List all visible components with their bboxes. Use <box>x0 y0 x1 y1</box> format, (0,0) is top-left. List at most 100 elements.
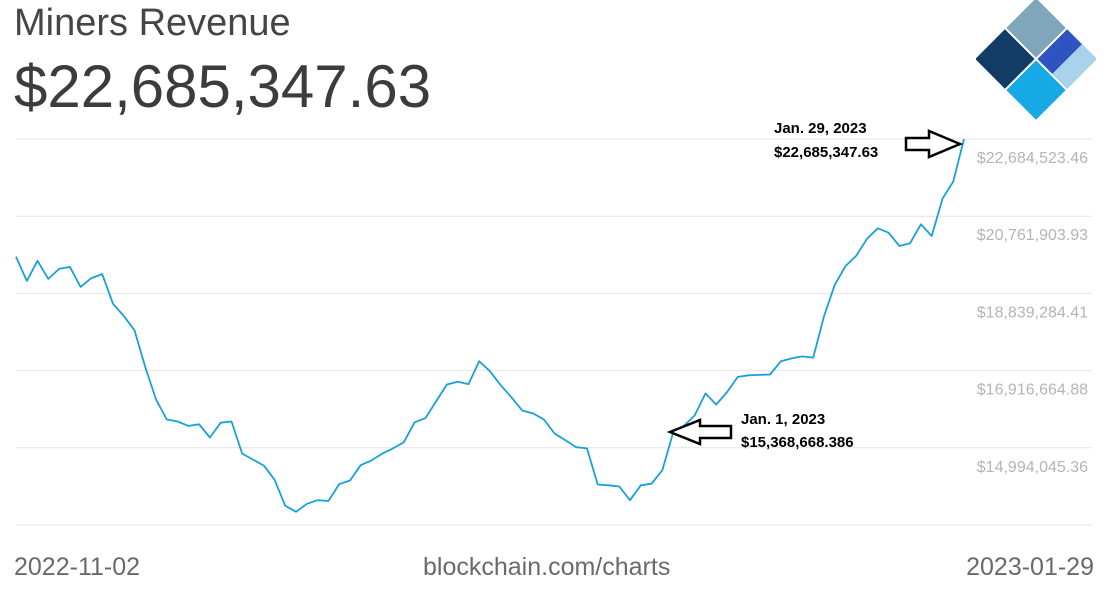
data-point <box>424 417 426 419</box>
annotation-date: Jan. 1, 2023 <box>741 411 825 428</box>
data-point <box>360 464 362 466</box>
data-point <box>597 484 599 486</box>
y-axis-ticks: $22,684,523.46 $20,761,903.93 $18,839,284.… <box>977 150 1088 476</box>
y-tick-label: $16,916,664.88 <box>977 382 1088 399</box>
data-point <box>371 459 373 461</box>
data-point <box>274 479 276 481</box>
data-point <box>155 398 157 400</box>
data-point <box>241 453 243 455</box>
annotation-value: $15,368,668.386 <box>741 434 854 451</box>
data-point <box>198 423 200 425</box>
data-point <box>187 425 189 427</box>
data-point <box>575 446 577 448</box>
data-point <box>69 266 71 268</box>
data-point <box>468 383 470 385</box>
data-point <box>511 396 513 398</box>
y-tick-label: $18,839,284.41 <box>977 304 1088 321</box>
data-point <box>317 499 319 501</box>
page-title: Miners Revenue <box>14 2 291 44</box>
data-point <box>414 421 416 423</box>
annotation-value: $22,685,347.63 <box>774 144 878 161</box>
data-point <box>284 505 286 507</box>
data-point <box>564 439 566 441</box>
data-point <box>715 404 717 406</box>
data-point <box>446 384 448 386</box>
data-point <box>327 500 329 502</box>
data-point <box>651 483 653 485</box>
data-point <box>629 499 631 501</box>
data-point <box>166 419 168 421</box>
data-point <box>640 484 642 486</box>
chart-grid <box>16 138 1092 526</box>
data-point <box>758 374 760 376</box>
data-point <box>101 273 103 275</box>
data-point <box>403 441 405 443</box>
data-point <box>295 511 297 513</box>
y-tick-label: $20,761,903.93 <box>977 227 1088 244</box>
data-point <box>489 370 491 372</box>
annotation-date: Jan. 29, 2023 <box>774 120 867 137</box>
data-point <box>26 280 28 282</box>
logo-tile-right <box>1052 44 1096 89</box>
blockchain-logo-icon <box>976 0 1096 120</box>
data-point <box>694 414 696 416</box>
data-point <box>952 181 954 183</box>
data-point <box>47 278 49 280</box>
data-point <box>306 503 308 505</box>
data-point <box>931 235 933 237</box>
data-point <box>705 392 707 394</box>
data-point <box>608 484 610 486</box>
data-point <box>554 433 556 435</box>
data-point <box>220 422 222 424</box>
series-line <box>15 138 965 513</box>
data-point <box>338 483 340 485</box>
data-point <box>252 459 254 461</box>
data-point <box>58 268 60 270</box>
data-point <box>942 198 944 200</box>
data-point <box>834 284 836 286</box>
data-point <box>532 412 534 414</box>
data-point <box>15 256 17 258</box>
data-point <box>791 357 793 359</box>
arrow-left-icon <box>666 418 733 446</box>
data-point <box>500 384 502 386</box>
data-point <box>748 374 750 376</box>
data-point <box>898 245 900 247</box>
data-point <box>134 329 136 331</box>
data-point <box>726 391 728 393</box>
data-point <box>888 232 890 234</box>
data-point <box>457 381 459 383</box>
data-point <box>618 486 620 488</box>
data-point <box>392 447 394 449</box>
data-point <box>855 255 857 257</box>
data-point <box>123 315 125 317</box>
data-point <box>877 227 879 229</box>
x-axis-end-label: 2023-01-29 <box>966 553 1094 581</box>
data-point <box>823 315 825 317</box>
data-point <box>177 421 179 423</box>
data-point <box>920 223 922 225</box>
data-point <box>845 265 847 267</box>
y-tick-label: $14,994,045.36 <box>977 459 1088 476</box>
data-point <box>435 400 437 402</box>
data-point <box>349 480 351 482</box>
data-point <box>866 238 868 240</box>
data-point <box>963 138 965 140</box>
data-point <box>80 286 82 288</box>
data-point <box>231 421 233 423</box>
data-point <box>521 410 523 412</box>
source-link[interactable]: blockchain.com/charts <box>423 553 671 581</box>
data-point <box>780 360 782 362</box>
data-point <box>209 437 211 439</box>
data-point <box>112 303 114 305</box>
data-point <box>586 447 588 449</box>
y-tick-label: $22,684,523.46 <box>977 150 1088 167</box>
current-value: $22,685,347.63 <box>14 53 432 120</box>
data-point <box>90 277 92 279</box>
arrow-right-icon <box>904 129 964 159</box>
data-point <box>144 366 146 368</box>
data-point <box>801 355 803 357</box>
data-point <box>263 465 265 467</box>
data-point <box>769 374 771 376</box>
